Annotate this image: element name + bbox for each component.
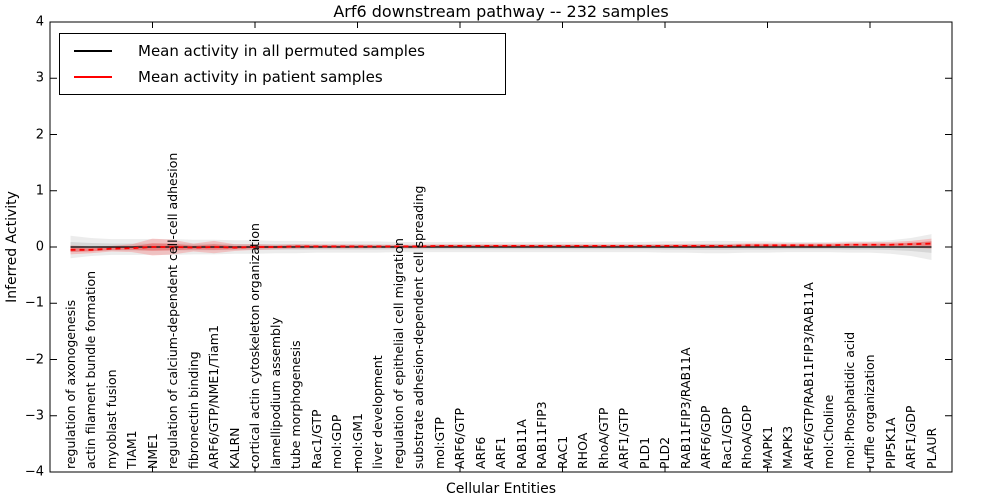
y-tick-label: −1 (24, 295, 44, 311)
x-tick-label: RhoA/GDP (739, 405, 754, 469)
x-tick-label: RAB11A (513, 419, 529, 469)
x-tick-label: fibronectin binding (185, 351, 201, 469)
x-tick-label: mol:GTP (431, 417, 447, 469)
x-tick-label: ARF1 (493, 436, 508, 469)
x-tick-label: RAB11FIP3/RAB11A (677, 347, 693, 469)
x-tick-label: TIAM1 (124, 430, 139, 469)
legend-line-sample-red (74, 76, 112, 78)
x-tick-label: ARF1/GTP (616, 407, 631, 469)
x-tick-label: ARF6/GTP/NME1/Tiam1 (206, 325, 221, 469)
x-tick-label: actin filament bundle formation (83, 270, 98, 469)
chart-title: Arf6 downstream pathway -- 232 samples (333, 2, 669, 21)
x-tick-label: NME1 (144, 433, 160, 469)
x-tick-label: lamellipodium assembly (267, 317, 283, 469)
x-tick-label: tube morphogenesis (288, 340, 303, 469)
x-tick-label: ARF6/GDP (698, 405, 713, 469)
x-tick-label: RhoA/GTP (595, 407, 611, 469)
y-tick-label: 1 (35, 183, 44, 199)
legend-line-sample-black (74, 50, 112, 52)
legend-item-permuted: Mean activity in all permuted samples (60, 39, 505, 63)
y-tick-label: −2 (24, 352, 44, 367)
x-tick-label: PLAUR (923, 427, 939, 469)
x-tick-label: cortical actin cytoskeleton organization (247, 223, 262, 469)
y-tick-label: −4 (24, 464, 44, 480)
y-tick-label: 2 (35, 127, 44, 142)
x-tick-label: RHOA (575, 432, 590, 469)
x-tick-label: mol:GDP (329, 414, 344, 469)
x-tick-label: ARF6/GTP/RAB11FIP3/RAB11A (800, 282, 816, 469)
x-tick-label: Rac1/GTP (308, 409, 324, 469)
x-tick-label: KALRN (226, 427, 242, 469)
x-axis-label: Cellular Entities (445, 481, 557, 497)
x-tick-label: ARF6/GTP (452, 407, 467, 469)
legend-item-patient: Mean activity in patient samples (60, 65, 505, 89)
x-tick-label: liver development (370, 355, 385, 469)
y-tick-label: −3 (24, 408, 44, 424)
y-tick-label: 0 (35, 239, 44, 255)
legend-label: Mean activity in patient samples (138, 68, 383, 86)
x-tick-label: MAPK3 (780, 425, 795, 469)
x-tick-label: regulation of axonogenesis (62, 299, 78, 469)
x-tick-label: ARF6 (472, 436, 488, 469)
x-tick-label: ARF1/GDP (903, 405, 918, 469)
x-tick-label: substrate adhesion-dependent cell spread… (411, 185, 426, 469)
x-tick-label: regulation of epithelial cell migration (390, 238, 406, 469)
x-tick-label: mol:GM1 (349, 413, 365, 469)
x-tick-label: RAC1 (554, 435, 570, 469)
legend-label: Mean activity in all permuted samples (138, 42, 425, 60)
y-tick-label: 4 (35, 14, 44, 30)
x-tick-label: RAB11FIP3 (534, 401, 549, 469)
x-tick-label: ruffle organization (862, 354, 877, 469)
legend: Mean activity in all permuted samples Me… (59, 33, 506, 95)
x-tick-label: PLD1 (636, 436, 652, 469)
y-tick-label: 3 (35, 70, 44, 86)
x-tick-label: mol:Choline (821, 394, 836, 469)
x-tick-label: Rac1/GDP (718, 407, 734, 469)
x-tick-label: MAPK1 (759, 425, 775, 469)
x-tick-label: regulation of calcium-dependent cell-cel… (165, 152, 180, 469)
x-tick-label: mol:Phosphatidic acid (841, 331, 857, 469)
x-tick-label: PLD2 (657, 436, 672, 469)
x-tick-label: PIP5K1A (882, 417, 898, 469)
x-tick-label: myoblast fusion (103, 369, 119, 469)
